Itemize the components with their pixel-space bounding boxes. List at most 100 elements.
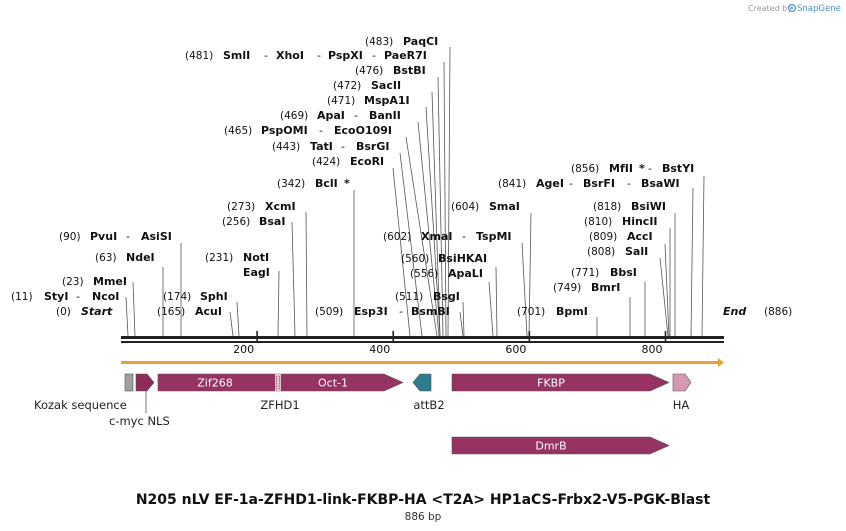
- site-separator: -: [399, 305, 403, 318]
- credit-brand: SnapGene: [797, 4, 841, 14]
- site-name: PvuI: [90, 230, 117, 243]
- site-pos: (90): [59, 231, 81, 243]
- site-pos: (476): [355, 65, 383, 77]
- site-pos: (701): [517, 306, 545, 318]
- ha-label: HA: [673, 398, 690, 412]
- start-label: Start: [81, 305, 113, 318]
- cmyc-nls-feature: [135, 373, 155, 392]
- site-name: MfII: [609, 162, 633, 175]
- site-name: PaqCI: [403, 35, 438, 48]
- site-pos: (771): [571, 267, 599, 279]
- site-pos: (560): [401, 253, 429, 265]
- site-name: BstYI: [662, 162, 694, 175]
- site-name: AgeI: [536, 177, 564, 190]
- site-name: NdeI: [126, 251, 155, 264]
- site-name: SmaI: [489, 200, 520, 213]
- site-pos: (471): [327, 95, 355, 107]
- site-separator: -: [354, 109, 358, 122]
- site-pos: (810): [584, 216, 612, 228]
- site-separator: -: [76, 290, 80, 303]
- site-name: XmaI: [421, 230, 452, 243]
- site-separator: -: [569, 177, 573, 190]
- site-separator: -: [627, 177, 631, 190]
- site-name: BsgI: [433, 290, 460, 303]
- ruler-tick-label: 200: [233, 343, 254, 356]
- site-name: ApaI: [317, 109, 345, 122]
- cmyc-nls-label: c-myc NLS: [109, 414, 170, 428]
- site-star: *: [639, 162, 645, 175]
- map-title: N205 nLV EF-1a-ZFHD1-link-FKBP-HA <T2A> …: [136, 492, 711, 508]
- site-pos: (604): [451, 201, 479, 213]
- site-pos: (256): [222, 216, 250, 228]
- end-label: End: [723, 305, 746, 318]
- attb2-feature: [412, 373, 432, 392]
- site-name: TatI: [310, 140, 333, 153]
- site-name: BanII: [369, 109, 401, 122]
- site-pos: (808): [587, 246, 615, 258]
- site-separator: -: [126, 230, 130, 243]
- ruler-tick-label: 800: [641, 343, 662, 356]
- site-name: BsaI: [259, 215, 285, 228]
- site-pos: (509): [315, 306, 343, 318]
- site-separator: -: [648, 162, 652, 175]
- credit: Created by SnapGene: [748, 3, 841, 14]
- site-pos: (273): [227, 201, 255, 213]
- site-name: AccI: [627, 230, 653, 243]
- site-name: SalI: [625, 245, 648, 258]
- backbone-bottom: [121, 341, 724, 343]
- zfhd1-label: ZFHD1: [260, 398, 299, 412]
- site-pos: (342): [277, 178, 305, 190]
- site-pos: (511): [395, 291, 423, 303]
- credit-prefix: Created by: [748, 4, 792, 13]
- site-name: XcmI: [265, 200, 296, 213]
- site-name: XhoI: [276, 49, 304, 62]
- kozak-label: Kozak sequence: [34, 398, 127, 412]
- site-pos: (231): [205, 252, 233, 264]
- site-pos: (63): [95, 252, 117, 264]
- site-separator: -: [319, 124, 323, 137]
- site-name: BsrFI: [583, 177, 615, 190]
- site-name: BsiHKAI: [438, 252, 487, 265]
- site-name: SacII: [371, 79, 401, 92]
- site-pos: (443): [272, 141, 300, 153]
- zfhd1-linker: [275, 374, 281, 391]
- site-name: BsiWI: [631, 200, 666, 213]
- feature-labels: Kozak sequence c-myc NLS ZFHD1 attB2 HA: [34, 398, 689, 428]
- ha-feature: [672, 373, 692, 392]
- site-name: TspMI: [476, 230, 512, 243]
- site-labels: (0) Start (11) StyI - NcoI (23) MmeI (63…: [11, 35, 792, 318]
- site-name: BmrI: [591, 281, 620, 294]
- site-name: PspXI: [328, 49, 363, 62]
- site-pos: (481): [185, 50, 213, 62]
- site-leader-lines: [125, 46, 705, 337]
- site-name: HincII: [622, 215, 658, 228]
- site-name: MspA1I: [364, 94, 410, 107]
- site-pos: (749): [553, 282, 581, 294]
- site-separator: -: [462, 230, 466, 243]
- backbone-top: [121, 336, 724, 339]
- site-separator: -: [317, 49, 321, 62]
- site-name: BsmBI: [411, 305, 450, 318]
- site-pos: (856): [571, 163, 599, 175]
- site-pos: (818): [593, 201, 621, 213]
- ruler: 200 400 600 800: [121, 331, 724, 356]
- site-name: PspOMI: [261, 124, 308, 137]
- fkbp-label: FKBP: [537, 377, 565, 390]
- site-name: EcoRI: [350, 155, 384, 168]
- site-star: *: [344, 177, 350, 190]
- zif268-label: Zif268: [197, 377, 232, 390]
- site-name: PaeR7I: [384, 49, 427, 62]
- snapgene-logo-icon: [787, 3, 796, 13]
- end-pos: (886): [764, 306, 792, 318]
- site-name: BsrGI: [356, 140, 389, 153]
- fkbp-feature: [451, 373, 670, 392]
- site-name: BstBI: [393, 64, 426, 77]
- dmrb-feature: [451, 436, 670, 455]
- site-name: SmlI: [223, 49, 250, 62]
- site-name: Esp3I: [354, 305, 388, 318]
- site-name: StyI: [44, 290, 68, 303]
- features: Zif268 Oct-1 FKBP DmrB: [124, 373, 692, 455]
- site-name: AcuI: [195, 305, 222, 318]
- site-name: AsiSI: [141, 230, 172, 243]
